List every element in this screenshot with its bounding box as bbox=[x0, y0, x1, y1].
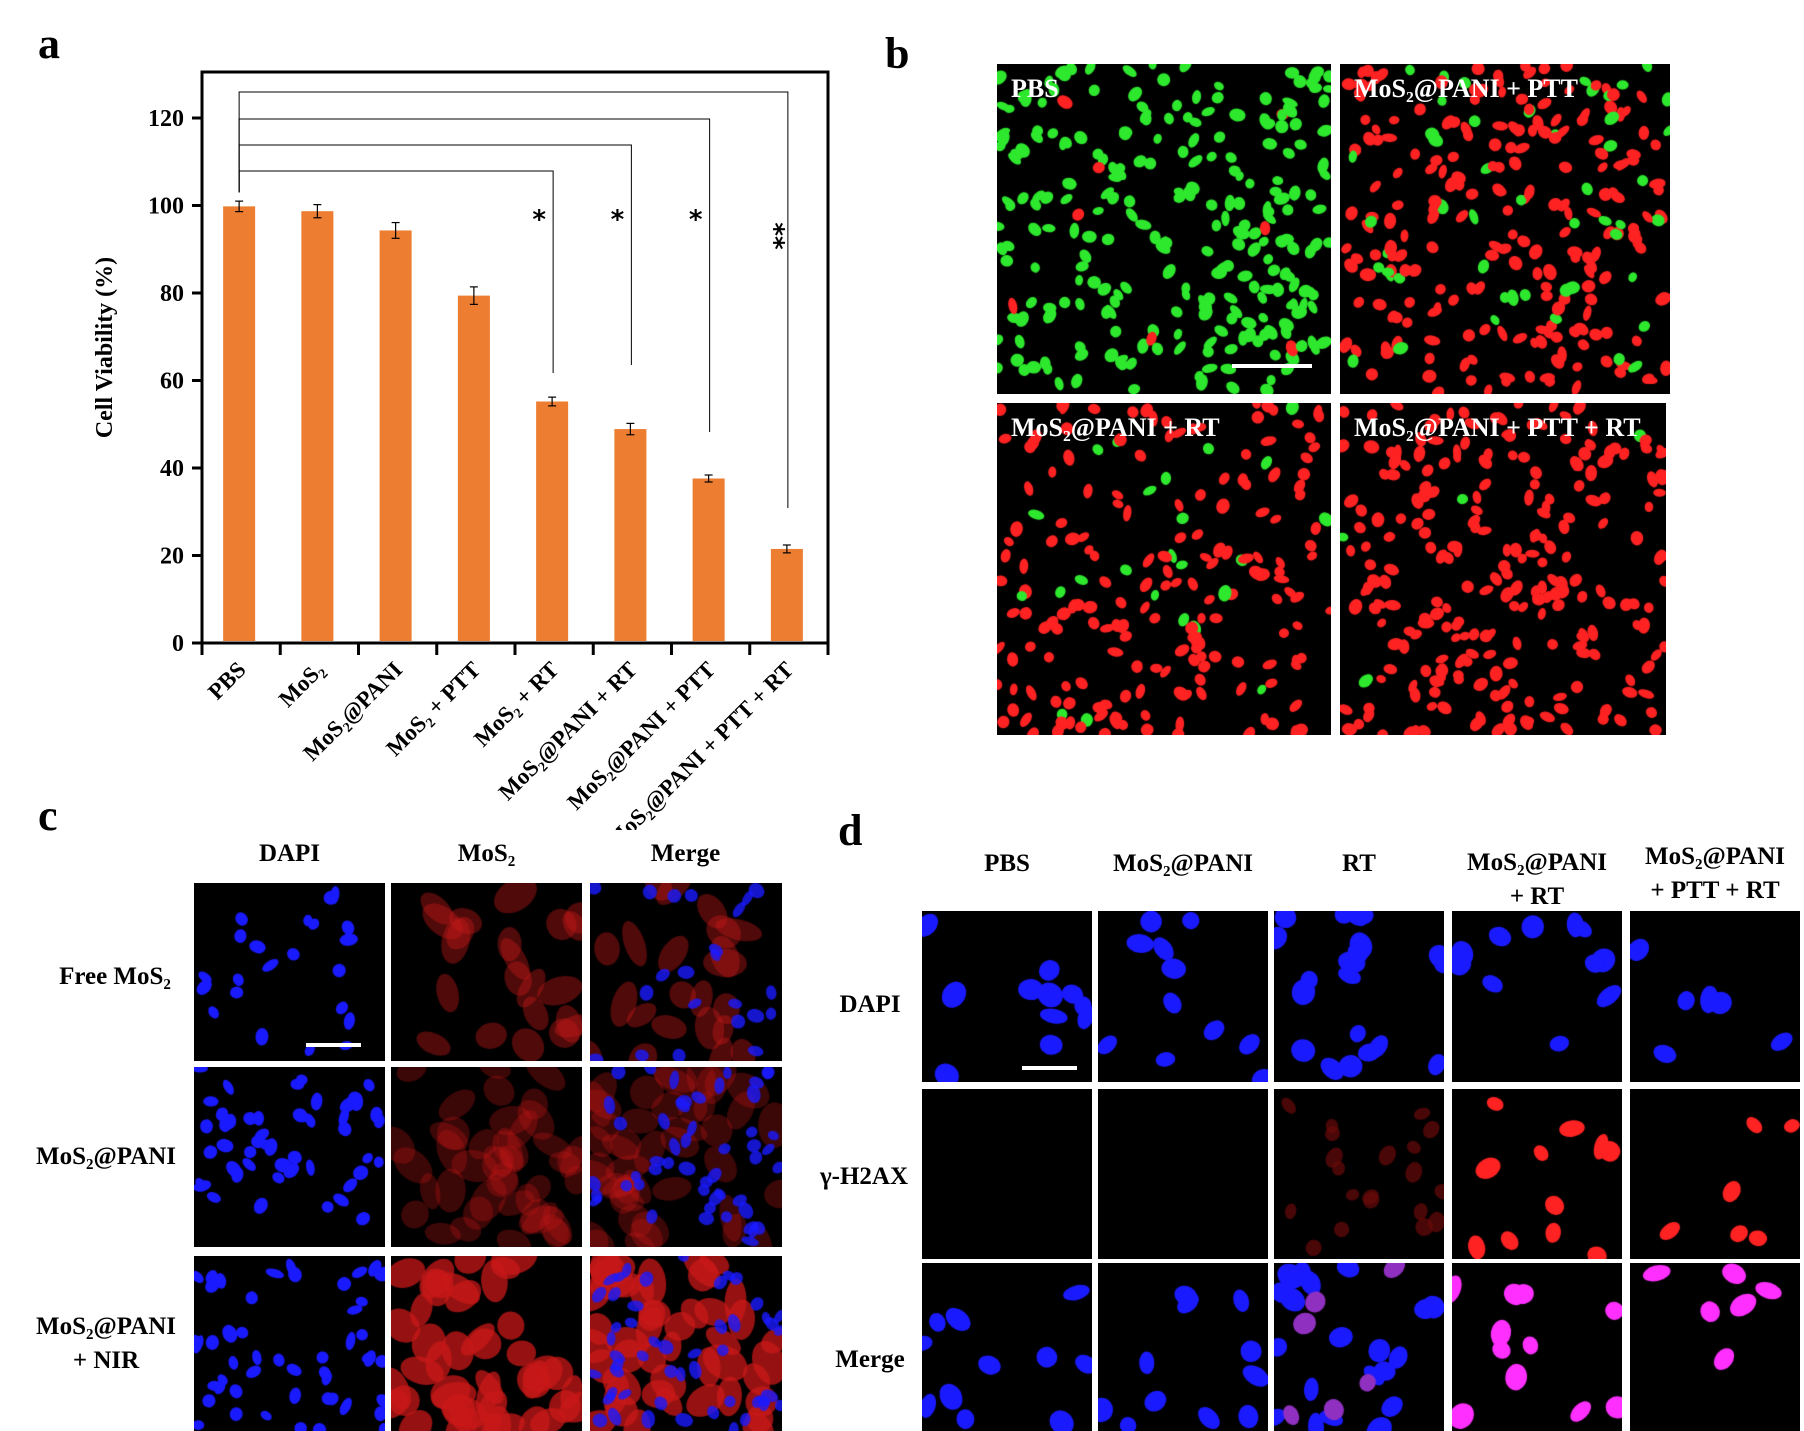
live-dead-image-ptt: MoS₂@PANI + PTT bbox=[1340, 64, 1670, 394]
bar bbox=[770, 548, 803, 641]
column-header-mos2: MoS₂ bbox=[457, 840, 516, 867]
live-dead-image-pbs: PBS bbox=[997, 64, 1331, 394]
y-tick-label: 120 bbox=[148, 106, 184, 132]
micrograph-c-r1-c1 bbox=[194, 883, 385, 1061]
micrograph-d-r3-c3 bbox=[1274, 1263, 1444, 1431]
row-label-dapi: DAPI bbox=[839, 991, 901, 1018]
column-header-merge: Merge bbox=[650, 840, 721, 867]
micrograph-c-r2-c1 bbox=[194, 1067, 385, 1247]
micrograph-d-r2-c1 bbox=[922, 1089, 1092, 1259]
micrograph-c-r2-c3 bbox=[590, 1067, 782, 1247]
header-line1: MoS₂@PANI bbox=[1466, 849, 1607, 876]
micrograph-d-r1-c5 bbox=[1630, 911, 1800, 1082]
row-label-gamma-h2ax: γ-H2AX bbox=[819, 1163, 909, 1190]
y-tick-label: 100 bbox=[148, 194, 184, 220]
micrograph-c-r3-c3 bbox=[590, 1256, 782, 1431]
scale-bar bbox=[1232, 364, 1312, 368]
micrograph-c-r3-c2 bbox=[391, 1256, 582, 1431]
column-header-mos2-pani: MoS₂@PANI bbox=[1112, 850, 1253, 877]
row-label-free-mos2: Free MoS₂ bbox=[59, 963, 171, 990]
micrograph-d-r1-c1 bbox=[922, 911, 1092, 1082]
bar bbox=[614, 429, 647, 641]
column-header-mos2-pani-rt: MoS₂@PANI + RT bbox=[1446, 846, 1628, 914]
micrograph-c-r2-c2 bbox=[391, 1067, 582, 1247]
micrograph-d-r3-c1 bbox=[922, 1263, 1092, 1431]
significance-bracket bbox=[238, 91, 789, 508]
micrograph-d-r3-c2 bbox=[1098, 1263, 1268, 1431]
image-label: MoS₂@PANI + PTT + RT bbox=[1354, 413, 1641, 442]
micrograph-d-r3-c5 bbox=[1630, 1263, 1800, 1431]
bar bbox=[536, 401, 569, 641]
significance-asterisk: ** bbox=[759, 222, 789, 250]
y-tick-label: 0 bbox=[172, 631, 184, 657]
x-tick-label: MoS₂ bbox=[274, 657, 329, 712]
row-label-merge: Merge bbox=[835, 1346, 905, 1373]
significance-bracket bbox=[238, 144, 632, 365]
panel-label-c: c bbox=[38, 791, 58, 840]
image-label: PBS bbox=[1011, 74, 1059, 103]
live-dead-image-ptt-rt: MoS₂@PANI + PTT + RT bbox=[1340, 403, 1666, 735]
x-tick-label: PBS bbox=[203, 657, 251, 705]
header-line2: + PTT + RT bbox=[1650, 877, 1780, 904]
scale-bar bbox=[1022, 1066, 1077, 1070]
panel-label-b: b bbox=[885, 29, 910, 78]
x-tick-label: MoS₂@PANI + RT bbox=[494, 657, 643, 806]
row-label-line2: + NIR bbox=[72, 1347, 140, 1374]
panel-label-a: a bbox=[38, 19, 60, 68]
micrograph-d-r3-c4 bbox=[1452, 1263, 1622, 1431]
micrograph-d-r2-c5 bbox=[1630, 1089, 1800, 1259]
scale-bar bbox=[306, 1043, 361, 1047]
x-tick-label: MoS₂@PANI + PTT bbox=[562, 657, 720, 815]
micrograph-c-r1-c2 bbox=[391, 883, 582, 1061]
plot-frame bbox=[200, 70, 830, 645]
y-tick-label: 20 bbox=[160, 544, 184, 570]
y-tick-label: 60 bbox=[160, 369, 184, 395]
bar bbox=[379, 230, 412, 641]
micrograph-d-r1-c2 bbox=[1098, 911, 1268, 1082]
row-label-line1: MoS₂@PANI bbox=[35, 1313, 176, 1340]
row-label-mos2-pani-nir: MoS₂@PANI + NIR bbox=[20, 1310, 192, 1378]
micrograph-c-r3-c1 bbox=[194, 1256, 385, 1431]
cell-viability-bar-chart: 0 20 40 60 80 100 120 Cell Viability (%) PBS MoS₂… bbox=[92, 70, 830, 830]
column-header-rt: RT bbox=[1342, 850, 1376, 877]
micrograph-d-r2-c2 bbox=[1098, 1089, 1268, 1259]
bar bbox=[457, 295, 490, 641]
significance-asterisk: * bbox=[532, 205, 546, 235]
significance-asterisk: * bbox=[611, 205, 625, 235]
micrograph-d-r2-c3 bbox=[1274, 1089, 1444, 1259]
bar bbox=[223, 206, 256, 641]
y-tick-label: 80 bbox=[160, 281, 184, 307]
image-label: MoS₂@PANI + PTT bbox=[1354, 74, 1578, 103]
column-header-pbs: PBS bbox=[984, 850, 1030, 877]
row-label-mos2-pani: MoS₂@PANI bbox=[35, 1143, 176, 1170]
micrograph-d-r1-c4 bbox=[1452, 911, 1622, 1082]
significance-asterisk: * bbox=[689, 205, 703, 235]
column-header-mos2-pani-ptt-rt: MoS₂@PANI + PTT + RT bbox=[1624, 840, 1804, 908]
micrograph-c-r1-c3 bbox=[590, 883, 782, 1061]
y-tick-label: 40 bbox=[160, 456, 184, 482]
bar bbox=[301, 211, 334, 641]
panel-label-d: d bbox=[838, 806, 863, 855]
live-dead-image-rt: MoS₂@PANI + RT bbox=[997, 403, 1331, 735]
y-axis-label: Cell Viability (%) bbox=[92, 257, 118, 438]
image-label: MoS₂@PANI + RT bbox=[1011, 413, 1220, 442]
micrograph-d-r2-c4 bbox=[1452, 1089, 1622, 1259]
header-line1: MoS₂@PANI bbox=[1644, 843, 1785, 870]
bar bbox=[692, 478, 725, 641]
micrograph-d-r1-c3 bbox=[1274, 911, 1444, 1082]
column-header-dapi: DAPI bbox=[258, 840, 321, 867]
header-line2: + RT bbox=[1509, 883, 1565, 910]
